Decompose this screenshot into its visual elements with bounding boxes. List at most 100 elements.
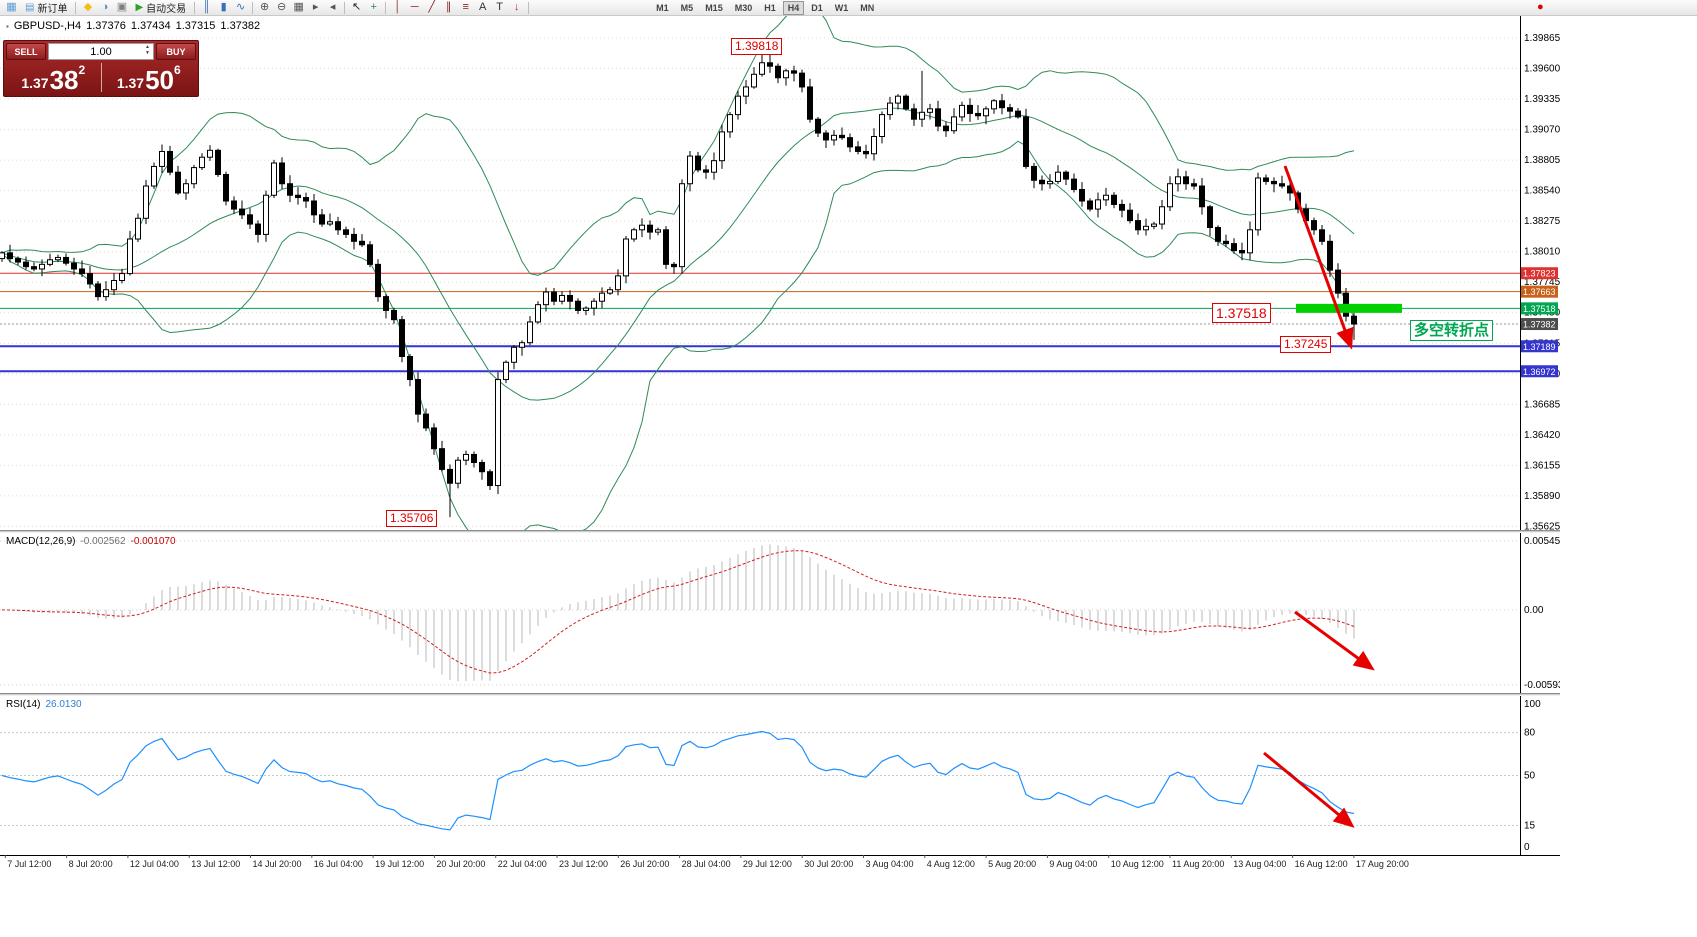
candle-body xyxy=(1279,183,1285,187)
volume-increase-button[interactable]: ▲ xyxy=(145,44,150,50)
text-tool-icon[interactable]: A xyxy=(478,1,487,13)
market-watch-icon[interactable]: ◑ xyxy=(101,1,109,13)
candle-body xyxy=(543,291,549,306)
trend-arrow[interactable] xyxy=(1294,610,1375,671)
candle-body xyxy=(959,104,965,118)
rsi-indicator-panel[interactable]: 100 80 50 15 0 xyxy=(0,696,1560,855)
candle-body xyxy=(439,448,445,470)
support-price-callout[interactable]: 1.37518 xyxy=(1212,303,1271,323)
candle-body xyxy=(663,229,669,265)
panel-splitter-macd[interactable] xyxy=(0,530,1560,533)
candle-body xyxy=(855,146,861,152)
crosshair-icon[interactable]: + xyxy=(370,1,377,13)
price-axis-label: 1.39070 xyxy=(1524,125,1560,136)
time-axis-label: 13 Jul 12:00 xyxy=(191,859,240,869)
toolbar-separator xyxy=(194,1,196,14)
candle-body xyxy=(359,240,365,246)
candle-body xyxy=(559,294,565,302)
time-axis-label: 12 Jul 04:00 xyxy=(130,859,179,869)
zoom-out-icon[interactable]: ⊖ xyxy=(277,1,287,13)
high-price-callout[interactable]: 1.39818 xyxy=(731,38,783,55)
candle-body xyxy=(871,135,877,155)
panel-splitter-rsi[interactable] xyxy=(0,693,1560,696)
turning-point-callout[interactable]: 多空转折点 xyxy=(1410,320,1494,341)
price-axis-label: 1.39600 xyxy=(1524,64,1560,75)
trend-arrow[interactable] xyxy=(1283,165,1354,350)
vline-tool-icon[interactable]: │ xyxy=(394,1,402,13)
candle-body xyxy=(151,165,157,187)
volume-stepper[interactable]: 1.00 ▲ ▼ xyxy=(48,43,154,60)
timeframe-d1[interactable]: D1 xyxy=(811,2,823,13)
timeframe-m30[interactable]: M30 xyxy=(734,2,753,13)
macd-indicator-panel[interactable]: 0.005455 0.00 -0.005938 xyxy=(0,533,1560,693)
candlestick-chart-type-icon[interactable]: ▮ xyxy=(220,1,227,13)
candle-body xyxy=(1143,225,1149,231)
candle-body xyxy=(479,461,485,473)
channel-tool-icon[interactable]: ∥ xyxy=(445,1,452,13)
timeframe-h4[interactable]: H4 xyxy=(782,0,805,15)
record-icon[interactable]: ● xyxy=(1537,1,1544,13)
volume-value[interactable]: 1.00 xyxy=(90,45,112,58)
tile-windows-icon[interactable]: ▦ xyxy=(293,1,304,13)
time-axis-label: 23 Jul 12:00 xyxy=(559,859,608,869)
toolbar-separator xyxy=(344,1,346,14)
candle-body xyxy=(895,95,901,104)
candle-body xyxy=(383,296,389,311)
autotrading-button[interactable]: ▶ 自动交易 xyxy=(131,1,190,15)
trendline-tool-icon[interactable]: ╱ xyxy=(428,1,435,13)
candle-body xyxy=(391,309,397,321)
candle-body xyxy=(87,273,93,285)
price-axis-label: 1.35625 xyxy=(1524,521,1560,530)
cursor-icon[interactable]: ↖ xyxy=(352,1,362,13)
volume-decrease-button[interactable]: ▼ xyxy=(145,50,150,56)
timeframe-h1[interactable]: H1 xyxy=(764,2,776,13)
bollinger-middle-band xyxy=(1,107,1355,401)
candle-body xyxy=(1191,183,1197,187)
candle-body xyxy=(519,342,525,348)
hline-tool-icon[interactable]: ─ xyxy=(410,1,419,13)
buy-price-display[interactable]: 1.37 50 6 xyxy=(102,61,197,94)
timeframe-mn[interactable]: MN xyxy=(860,2,875,13)
candle-body xyxy=(167,150,173,173)
candle-body xyxy=(143,185,149,219)
fibonacci-tool-icon[interactable]: ≡ xyxy=(462,1,469,13)
timeframe-w1[interactable]: W1 xyxy=(834,2,849,13)
line-chart-type-icon[interactable]: ∿ xyxy=(236,1,246,13)
trend-arrow[interactable] xyxy=(1263,751,1355,828)
candle-body xyxy=(1103,194,1109,201)
time-axis-label: 8 Jul 20:00 xyxy=(69,859,113,869)
candle-body xyxy=(1207,206,1213,228)
high-value: 1.37434 xyxy=(130,20,171,32)
zoom-in-icon[interactable]: ⊕ xyxy=(260,1,270,13)
timeframe-m1[interactable]: M1 xyxy=(656,2,669,13)
candle-body xyxy=(375,263,381,298)
timeframe-m15[interactable]: M15 xyxy=(705,2,723,13)
candle-body xyxy=(679,183,685,268)
candle-body xyxy=(1183,176,1189,185)
candle-body xyxy=(1335,269,1341,294)
low-price-callout[interactable]: 1.35706 xyxy=(386,510,438,527)
candle-body xyxy=(975,112,981,117)
candle-body xyxy=(847,137,853,148)
sell-price-display[interactable]: 1.37 38 2 xyxy=(6,61,101,94)
candle-body xyxy=(951,116,957,132)
sell-button[interactable]: SELL xyxy=(6,43,46,60)
terminal-panel-icon[interactable]: ▣ xyxy=(116,1,128,13)
new-order-button[interactable]: ▤ 新订单 xyxy=(21,1,71,15)
mql-editor-icon[interactable]: ◆ xyxy=(83,1,93,13)
buy-button[interactable]: BUY xyxy=(156,43,196,60)
chart-shift-icon[interactable]: ◂ xyxy=(329,1,336,13)
bar-chart-type-icon[interactable]: ║ xyxy=(202,1,211,13)
candle-body xyxy=(535,304,541,323)
recent-low-callout[interactable]: 1.37245 xyxy=(1280,336,1332,353)
main-price-chart[interactable]: 1.39865 1.39600 1.39335 1.39070 1.38805 1.385… xyxy=(0,16,1560,530)
arrows-tool-icon[interactable]: ↓ xyxy=(513,1,520,13)
auto-scroll-icon[interactable]: ▸ xyxy=(312,1,319,13)
candle-body xyxy=(447,468,453,484)
label-tool-icon[interactable]: T xyxy=(496,1,504,13)
candle-body xyxy=(615,275,621,291)
chart-window-icon[interactable]: ▦ xyxy=(6,1,17,13)
timeframe-m5[interactable]: M5 xyxy=(680,2,694,13)
